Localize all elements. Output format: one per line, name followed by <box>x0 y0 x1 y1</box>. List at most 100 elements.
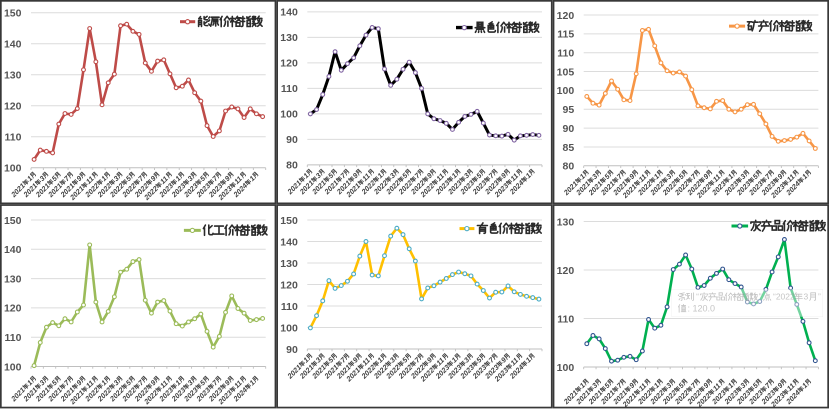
svg-text:7: 7 <box>412 170 422 180</box>
svg-text:5: 5 <box>474 355 484 365</box>
svg-text:1: 1 <box>375 171 384 180</box>
svg-text:5: 5 <box>602 171 612 181</box>
svg-text:1: 1 <box>450 355 459 364</box>
svg-text:7: 7 <box>136 377 146 387</box>
svg-text:95: 95 <box>563 104 575 116</box>
svg-text:9: 9 <box>627 381 636 390</box>
svg-text:3: 3 <box>462 171 471 180</box>
svg-text:11: 11 <box>785 381 797 393</box>
svg-text:150: 150 <box>4 215 22 227</box>
svg-text:140: 140 <box>280 7 298 19</box>
svg-text:140: 140 <box>280 236 298 248</box>
svg-text:120: 120 <box>4 303 22 315</box>
svg-text:11: 11 <box>711 172 723 184</box>
svg-text:9: 9 <box>74 378 83 387</box>
svg-text:5: 5 <box>400 355 410 365</box>
svg-text:9: 9 <box>149 174 158 183</box>
svg-text:1: 1 <box>99 174 108 183</box>
svg-text:3: 3 <box>664 172 673 181</box>
svg-text:11: 11 <box>84 378 96 390</box>
svg-text:100: 100 <box>4 163 22 175</box>
svg-text:85: 85 <box>563 142 575 154</box>
svg-text:110: 110 <box>5 132 22 144</box>
svg-text:9: 9 <box>74 174 83 183</box>
svg-text:5: 5 <box>400 170 410 180</box>
svg-text:100: 100 <box>557 85 575 97</box>
svg-text:1: 1 <box>25 174 34 183</box>
svg-text:3: 3 <box>111 174 120 183</box>
svg-text:3: 3 <box>590 381 599 390</box>
svg-text:11: 11 <box>637 172 649 184</box>
svg-text:1: 1 <box>247 378 256 387</box>
svg-text:1: 1 <box>726 172 735 181</box>
svg-text:150: 150 <box>4 8 22 20</box>
svg-text:3: 3 <box>462 355 471 364</box>
svg-text:5: 5 <box>326 170 336 180</box>
svg-text:7: 7 <box>210 377 220 387</box>
svg-text:11: 11 <box>434 171 446 183</box>
svg-text:7: 7 <box>487 170 497 180</box>
svg-text:5: 5 <box>124 377 134 387</box>
svg-text:1: 1 <box>247 174 256 183</box>
svg-text:9: 9 <box>701 381 710 390</box>
svg-text:1: 1 <box>524 355 533 364</box>
svg-text:5: 5 <box>751 171 761 181</box>
svg-text:5: 5 <box>124 173 134 183</box>
svg-text:9: 9 <box>425 355 434 364</box>
svg-text:3: 3 <box>186 174 195 183</box>
svg-text:3: 3 <box>388 355 397 364</box>
svg-text:5: 5 <box>326 355 336 365</box>
svg-text:130: 130 <box>4 273 22 285</box>
svg-text:100: 100 <box>557 362 575 374</box>
svg-text:7: 7 <box>136 173 146 183</box>
svg-text:9: 9 <box>149 378 158 387</box>
svg-text:80: 80 <box>563 161 575 173</box>
svg-text:100: 100 <box>4 361 22 373</box>
svg-text:110: 110 <box>557 313 574 325</box>
svg-text:80: 80 <box>286 160 298 172</box>
svg-text:7: 7 <box>615 380 625 390</box>
svg-text:3: 3 <box>664 381 673 390</box>
svg-text:9: 9 <box>701 172 710 181</box>
svg-text:7: 7 <box>763 380 773 390</box>
svg-text:1: 1 <box>25 378 34 387</box>
svg-text:11: 11 <box>158 378 170 390</box>
svg-text:7: 7 <box>689 171 699 181</box>
svg-text:7: 7 <box>62 173 72 183</box>
svg-text:3: 3 <box>738 172 747 181</box>
svg-text:5: 5 <box>602 380 612 390</box>
svg-text:1: 1 <box>578 381 587 390</box>
svg-text:130: 130 <box>280 258 298 270</box>
svg-text:1: 1 <box>652 172 661 181</box>
svg-text:9: 9 <box>627 172 636 181</box>
svg-text:1: 1 <box>800 172 809 181</box>
svg-text:1: 1 <box>173 174 182 183</box>
svg-text:100: 100 <box>280 109 298 121</box>
svg-text:9: 9 <box>223 378 232 387</box>
svg-text:130: 130 <box>280 32 298 44</box>
svg-text:”: ” <box>759 292 762 302</box>
svg-text:”: ” <box>818 292 821 302</box>
svg-text:3: 3 <box>804 292 809 302</box>
svg-text:7: 7 <box>487 355 497 365</box>
svg-text:5: 5 <box>677 380 687 390</box>
svg-text:9: 9 <box>775 172 784 181</box>
svg-text:1: 1 <box>800 381 809 390</box>
svg-text:11: 11 <box>711 381 723 393</box>
svg-text:9: 9 <box>425 171 434 180</box>
svg-text:110: 110 <box>281 301 298 313</box>
svg-text:1: 1 <box>726 381 735 390</box>
svg-text:11: 11 <box>84 174 96 186</box>
svg-text:120: 120 <box>557 265 575 277</box>
svg-text:7: 7 <box>338 170 348 180</box>
svg-text:9: 9 <box>351 355 360 364</box>
svg-text:9: 9 <box>499 171 508 180</box>
svg-text:9: 9 <box>223 174 232 183</box>
svg-text:9: 9 <box>351 171 360 180</box>
svg-text:105: 105 <box>557 66 575 78</box>
svg-text:7: 7 <box>689 380 699 390</box>
svg-text:110: 110 <box>5 332 22 344</box>
svg-text:7: 7 <box>763 171 773 181</box>
svg-text:5: 5 <box>751 380 761 390</box>
svg-text:5: 5 <box>474 170 484 180</box>
